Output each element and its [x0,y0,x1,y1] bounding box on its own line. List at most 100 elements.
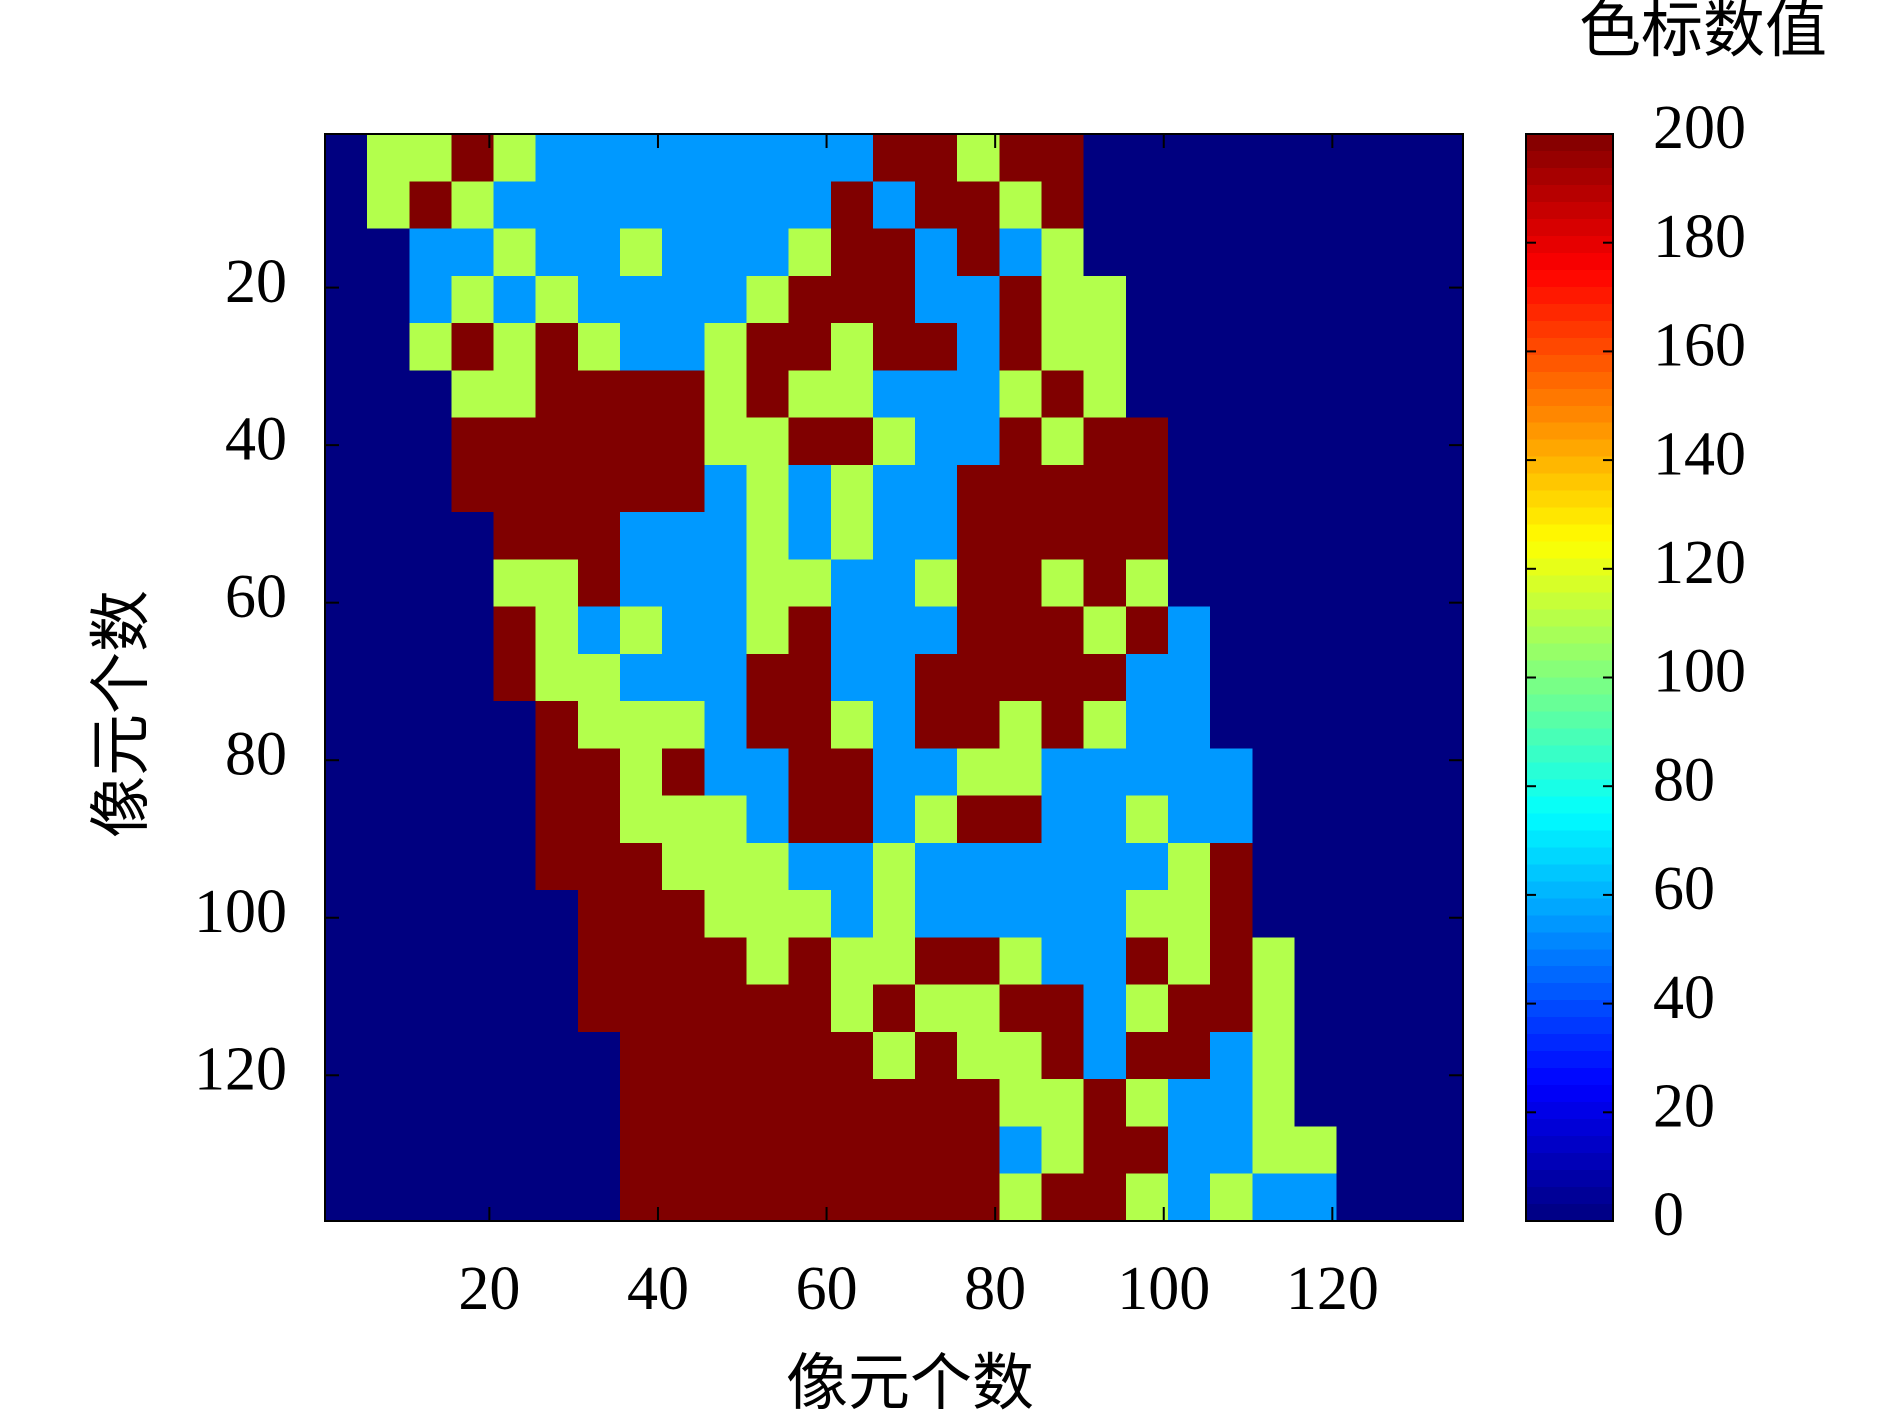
heatmap-cell [1420,1031,1464,1080]
heatmap-cell [1210,748,1253,797]
heatmap-cell [535,653,579,702]
heatmap-cell [1210,370,1253,419]
heatmap-cell [451,842,495,891]
heatmap-cell [1041,134,1085,182]
heatmap-cell [1294,464,1338,513]
heatmap-cell [746,653,790,702]
heatmap-cell [662,984,705,1033]
y-tick-label: 120 [194,1036,287,1104]
heatmap-cell [704,795,748,844]
heatmap-cell [493,701,537,749]
heatmap-cell [1378,701,1422,749]
heatmap-cell [999,1031,1043,1080]
heatmap-cell [1378,559,1422,608]
heatmap-cell [451,606,495,655]
heatmap-cell [915,181,958,230]
heatmap-cell [788,134,832,182]
heatmap-cell [915,134,958,182]
y-tick-label: 60 [225,563,287,631]
heatmap-cell [493,1031,537,1080]
heatmap-cell [1041,795,1085,844]
heatmap-cell [1167,842,1211,891]
heatmap-cell [451,653,495,702]
heatmap-cell [367,181,410,230]
heatmap-cell [830,653,874,702]
heatmap-cell [957,417,1000,466]
heatmap-cell [662,559,705,608]
heatmap-cell [1167,134,1211,182]
heatmap-cell [1125,512,1169,560]
heatmap-cell [1167,937,1211,986]
heatmap-cell [746,228,790,277]
heatmap-cell [704,181,748,230]
heatmap [325,134,1464,1222]
heatmap-cell [957,748,1000,797]
heatmap-cell [1083,842,1127,891]
heatmap-cell [1336,559,1380,608]
heatmap-cell [1210,323,1253,371]
heatmap-cell [535,1079,579,1128]
heatmap-cell [1378,134,1422,182]
heatmap-cell [957,1126,1000,1175]
heatmap-cell [1294,228,1338,277]
heatmap-cell [1378,464,1422,513]
heatmap-cell [367,842,410,891]
heatmap-cell [367,1126,410,1175]
colorbar-tick-label: 80 [1653,746,1715,814]
heatmap-cell [999,275,1043,324]
heatmap-cell [1041,275,1085,324]
heatmap-cell [999,464,1043,513]
heatmap-cell [957,795,1000,844]
heatmap-cell [620,1079,663,1128]
heatmap-cell [1167,323,1211,371]
heatmap-cell [1294,1079,1338,1128]
heatmap-cell [1041,228,1085,277]
colorbar-tick-label: 200 [1653,94,1746,162]
heatmap-cell [535,464,579,513]
heatmap-cell [409,795,453,844]
heatmap-cell [704,842,748,891]
heatmap-cell [535,275,579,324]
heatmap-cell [830,512,874,560]
heatmap-cell [1125,464,1169,513]
heatmap-cell [662,606,705,655]
heatmap-cell [325,1031,368,1080]
heatmap-cell [957,1173,1000,1222]
heatmap-cell [325,701,368,749]
heatmap-cell [1420,181,1464,230]
heatmap-cell [788,842,832,891]
heatmap-cell [704,417,748,466]
heatmap-cell [409,228,453,277]
heatmap-cell [1252,559,1296,608]
x-tick-label: 80 [964,1255,1026,1323]
heatmap-cell [1336,748,1380,797]
heatmap-cell [1252,748,1296,797]
heatmap-cell [872,464,916,513]
heatmap-cell [577,937,621,986]
heatmap-cell [999,606,1043,655]
heatmap-cell [662,795,705,844]
heatmap-cell [367,417,410,466]
heatmap-cell [999,228,1043,277]
heatmap-cell [1420,842,1464,891]
heatmap-cell [367,559,410,608]
heatmap-cell [957,606,1000,655]
heatmap-cell [451,1173,495,1222]
heatmap-cell [788,795,832,844]
heatmap-cell [577,559,621,608]
heatmap-cell [999,1173,1043,1222]
heatmap-cell [535,842,579,891]
heatmap-cell [1210,795,1253,844]
heatmap-cell [1378,937,1422,986]
heatmap-cell [999,512,1043,560]
heatmap-cell [451,228,495,277]
heatmap-cell [1336,890,1380,939]
heatmap-cell [1336,701,1380,749]
heatmap-cell [957,937,1000,986]
heatmap-cell [1125,228,1169,277]
heatmap-cell [577,323,621,371]
heatmap-cell [493,1079,537,1128]
heatmap-cell [999,937,1043,986]
heatmap-cell [1083,653,1127,702]
heatmap-cell [1125,370,1169,419]
